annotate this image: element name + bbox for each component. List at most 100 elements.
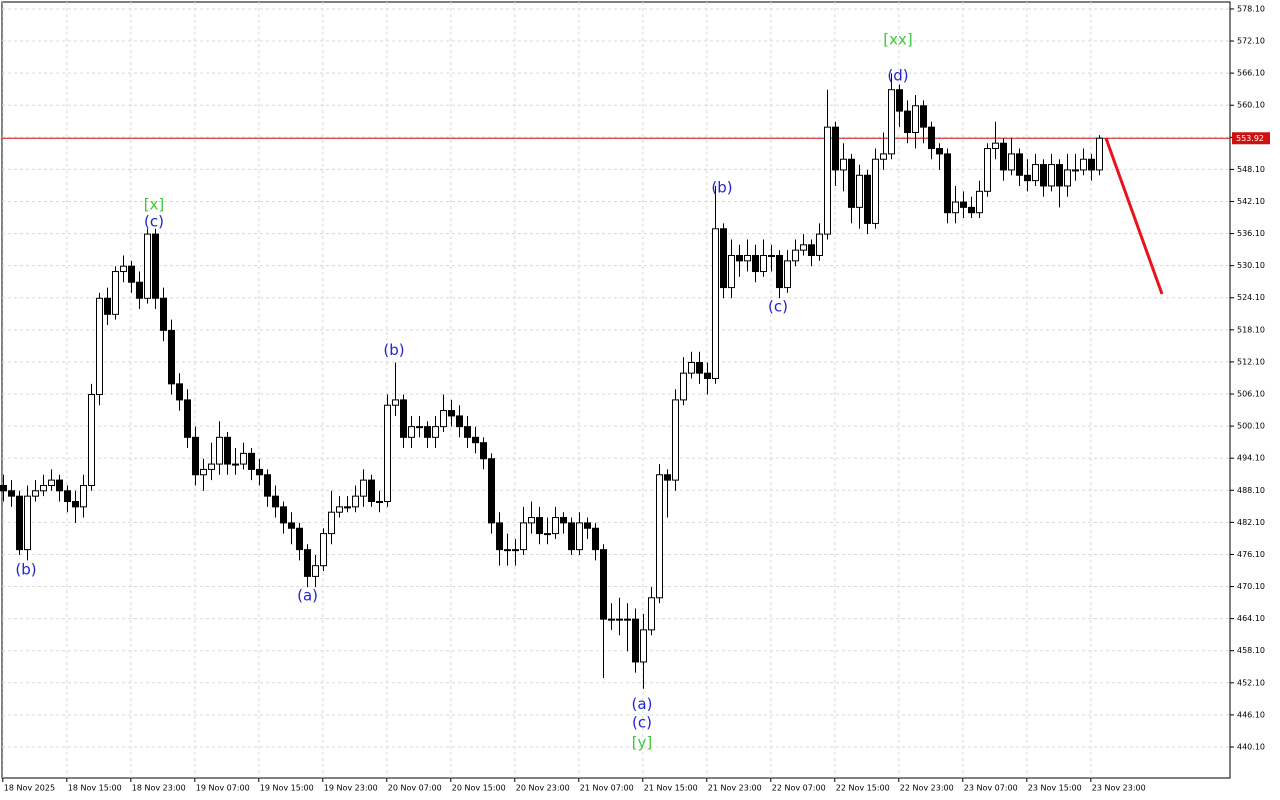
candle-body xyxy=(520,522,527,551)
y-tick-label: 458.10 xyxy=(1237,646,1265,655)
candle-body xyxy=(616,618,623,621)
candle-body xyxy=(32,490,39,497)
candle-body xyxy=(880,153,887,160)
candle-body xyxy=(1016,153,1023,176)
candle-body xyxy=(936,148,943,155)
candle-body xyxy=(376,501,383,504)
candle-body xyxy=(888,89,895,155)
candle-body xyxy=(672,399,679,481)
x-tick-label: 21 Nov 23:00 xyxy=(708,784,762,793)
candle-body xyxy=(488,458,495,524)
candle-body xyxy=(688,361,695,374)
candle-body xyxy=(624,618,631,621)
candle-body xyxy=(680,372,687,401)
y-tick-label: 530.10 xyxy=(1237,261,1265,270)
candle-body xyxy=(144,233,151,299)
candle-body xyxy=(104,297,111,315)
candle-body xyxy=(240,452,247,465)
candle-body xyxy=(816,233,823,256)
y-tick-label: 548.10 xyxy=(1237,165,1265,174)
candle-body xyxy=(168,329,175,385)
wave-label: [xx] xyxy=(883,30,912,48)
candle-body xyxy=(432,426,439,438)
candle-body xyxy=(152,233,159,299)
y-tick-label: 512.10 xyxy=(1237,357,1265,366)
candle-body xyxy=(944,153,951,214)
x-tick-label: 23 Nov 07:00 xyxy=(964,784,1018,793)
candle-body xyxy=(584,522,591,529)
candle-body xyxy=(776,254,783,289)
candle-body xyxy=(424,426,431,438)
candle-body xyxy=(56,479,63,492)
candle-body xyxy=(1048,164,1055,187)
x-tick-label: 21 Nov 15:00 xyxy=(644,784,698,793)
candle-body xyxy=(912,105,919,133)
plot-frame xyxy=(1,1,1231,779)
candle-body xyxy=(696,361,703,374)
candle-body xyxy=(408,426,415,438)
candle-body xyxy=(656,474,663,599)
candle-body xyxy=(440,410,447,428)
x-tick-label: 18 Nov 2025 xyxy=(4,784,55,793)
wave-label: (c) xyxy=(144,212,164,230)
candle-body xyxy=(256,468,263,476)
candle-body xyxy=(736,254,743,262)
y-tick-label: 572.10 xyxy=(1237,37,1265,46)
x-tick-label: 18 Nov 23:00 xyxy=(132,784,186,793)
candle-body xyxy=(792,249,799,262)
candle-body xyxy=(808,244,815,256)
candle-body xyxy=(384,404,391,503)
x-tick-label: 23 Nov 15:00 xyxy=(1028,784,1082,793)
y-tick-label: 536.10 xyxy=(1237,229,1265,238)
y-tick-label: 518.10 xyxy=(1237,325,1265,334)
candle-body xyxy=(272,495,279,508)
candle-body xyxy=(928,126,935,150)
candle-body xyxy=(80,484,87,508)
candle-body xyxy=(896,89,903,112)
candle-body xyxy=(824,126,831,235)
candle-body xyxy=(472,436,479,444)
candle-body xyxy=(112,271,119,315)
x-tick-label: 19 Nov 15:00 xyxy=(260,784,314,793)
candle-body xyxy=(96,297,103,396)
x-tick-label: 21 Nov 07:00 xyxy=(580,784,634,793)
candle-body xyxy=(864,174,871,224)
candle-body xyxy=(568,522,575,551)
candle-body xyxy=(752,254,759,273)
y-tick-label: 506.10 xyxy=(1237,390,1265,399)
y-tick-label: 440.10 xyxy=(1237,742,1265,751)
candle-body xyxy=(360,479,367,497)
candle-body xyxy=(1056,164,1063,187)
x-tick-label: 20 Nov 15:00 xyxy=(452,784,506,793)
candle-body xyxy=(88,394,95,486)
y-tick-label: 452.10 xyxy=(1237,678,1265,687)
candle-body xyxy=(592,527,599,551)
candle-body xyxy=(832,126,839,171)
price-label-box xyxy=(1232,132,1270,145)
candle-body xyxy=(856,174,863,208)
candle-body xyxy=(712,228,719,380)
candle-body xyxy=(72,501,79,508)
candle-body xyxy=(336,506,343,513)
candle-body xyxy=(200,468,207,476)
candle-body xyxy=(560,517,567,524)
x-tick-label: 20 Nov 07:00 xyxy=(388,784,442,793)
candle-body xyxy=(136,281,143,299)
candle-body xyxy=(648,597,655,631)
wave-label: (c) xyxy=(632,713,652,731)
candle-body xyxy=(208,463,215,470)
candle-body xyxy=(416,426,423,429)
candle-body xyxy=(464,426,471,438)
candle-body xyxy=(184,399,191,438)
candle-body xyxy=(120,265,127,273)
candle-body xyxy=(664,474,671,481)
candle-body xyxy=(320,533,327,567)
candle-body xyxy=(800,244,807,251)
y-tick-label: 542.10 xyxy=(1237,197,1265,206)
candle-body xyxy=(64,490,71,503)
candle-body xyxy=(280,506,287,524)
candle-body xyxy=(1080,158,1087,171)
candle-body xyxy=(904,110,911,133)
